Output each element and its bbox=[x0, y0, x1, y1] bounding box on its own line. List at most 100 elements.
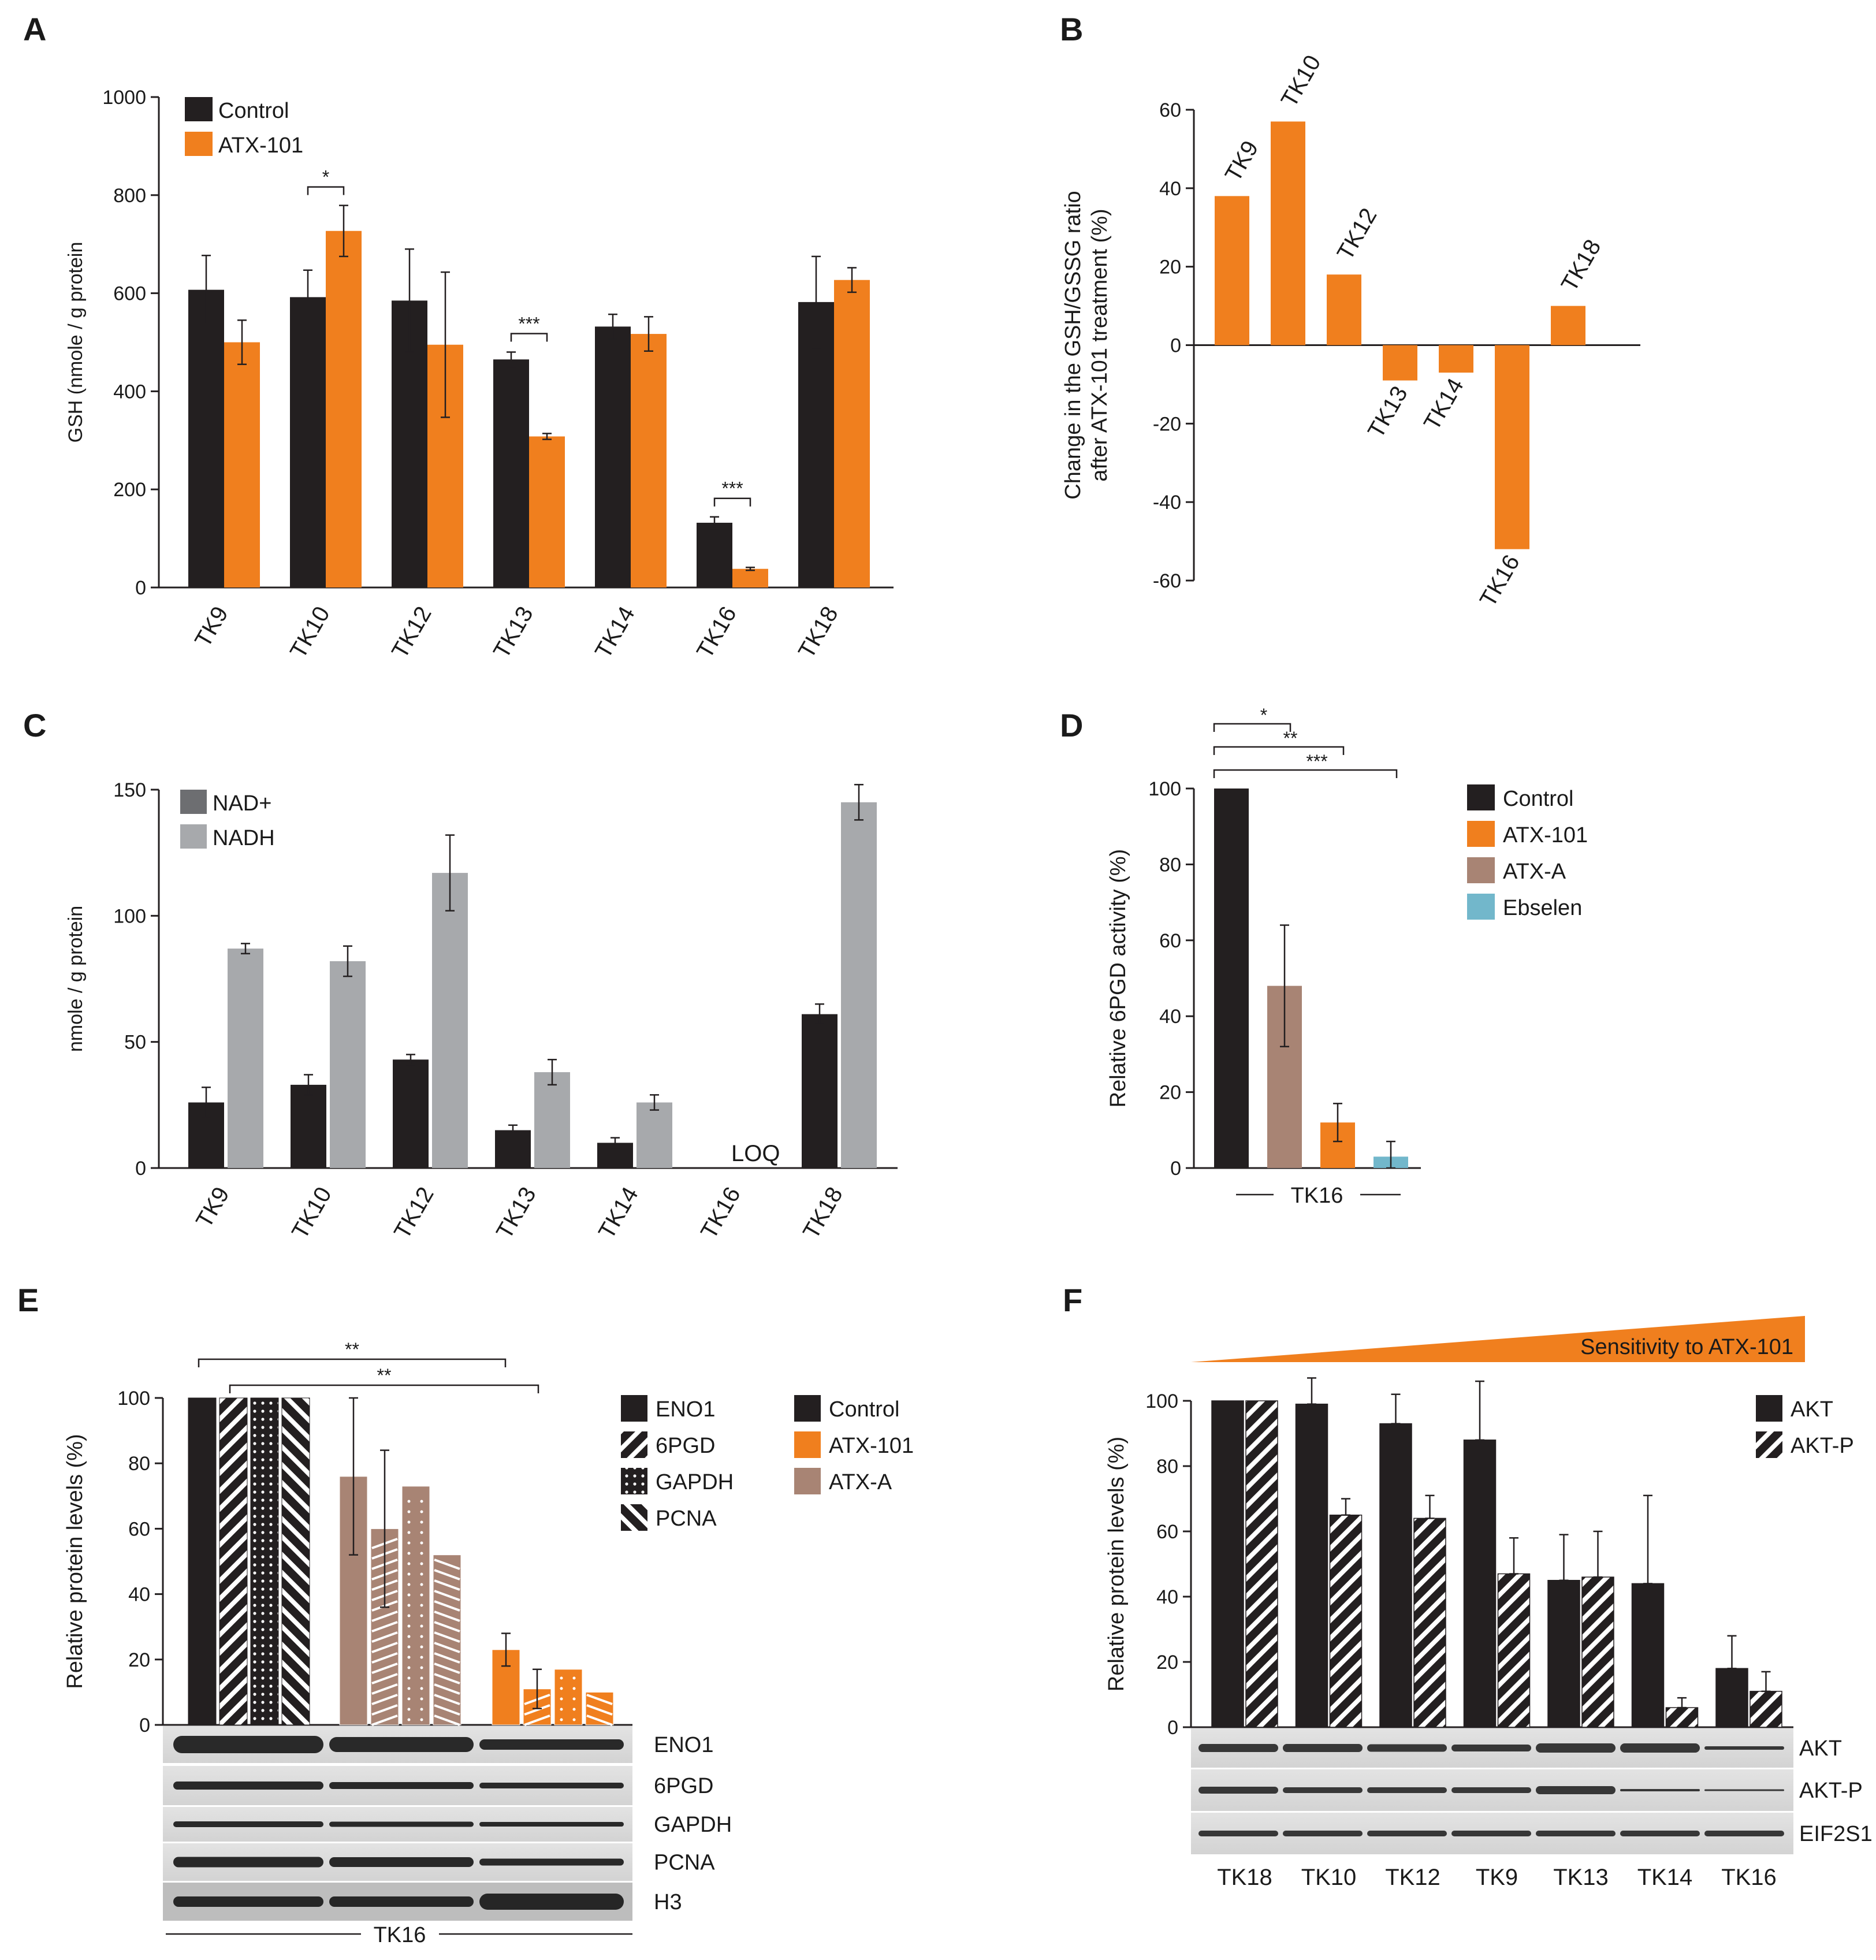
panel-letter-c: C bbox=[23, 707, 46, 743]
pattern-line bbox=[586, 1704, 613, 1716]
x-tick-label: TK18 bbox=[1217, 1865, 1272, 1890]
bar-control-tk14 bbox=[595, 326, 631, 587]
blot-band bbox=[1283, 1744, 1363, 1752]
bar-akt-p-tk12 bbox=[1413, 1518, 1446, 1728]
panel-b-ratio-chart: 60 40 20 0 -20 -40 -60 Change in the GSH/GSSG r… bbox=[1061, 51, 1640, 611]
pattern-dot bbox=[560, 1708, 563, 1711]
y-tick-label: 80 bbox=[128, 1453, 150, 1475]
y-tick-label: 20 bbox=[1156, 1652, 1178, 1673]
legend-label-atx-a: ATX-A bbox=[829, 1470, 892, 1494]
pattern-dot bbox=[420, 1510, 423, 1513]
pattern-line bbox=[371, 1652, 398, 1664]
panel-letter-d: D bbox=[1060, 707, 1083, 743]
blot-band bbox=[1620, 1743, 1700, 1753]
significance-label: *** bbox=[1306, 751, 1327, 772]
pattern-line bbox=[371, 1621, 398, 1632]
loq-annotation: LOQ bbox=[731, 1141, 780, 1166]
blot-band bbox=[1704, 1746, 1784, 1750]
bar-atx-101-tk14 bbox=[631, 334, 667, 587]
x-tick-label: TK10 bbox=[285, 602, 335, 663]
pattern-dot bbox=[407, 1624, 411, 1628]
significance-bracket bbox=[713, 497, 751, 507]
blot-band bbox=[1198, 1831, 1278, 1836]
legend-swatch-akt-p bbox=[1756, 1431, 1782, 1458]
blot-label-eno1: ENO1 bbox=[654, 1733, 713, 1757]
bar-akt-p-tk10 bbox=[1329, 1515, 1363, 1728]
bar-nadplus-tk18 bbox=[802, 1014, 838, 1168]
blot-band bbox=[1536, 1831, 1616, 1836]
blot-band bbox=[1198, 1744, 1278, 1752]
y-tick-label: 0 bbox=[139, 1714, 150, 1736]
pattern-line bbox=[371, 1611, 398, 1622]
pattern-line bbox=[371, 1704, 398, 1716]
y-tick-label: 60 bbox=[128, 1518, 150, 1540]
bar-control-gapdh bbox=[250, 1397, 279, 1725]
x-tick-label: TK16 bbox=[1721, 1865, 1777, 1890]
legend-swatch-atx-a bbox=[794, 1468, 821, 1494]
legend-label-atx-101: ATX-101 bbox=[829, 1434, 914, 1458]
legend-label-atx-101: ATX-101 bbox=[1503, 823, 1588, 847]
legend-label-6pgd: 6PGD bbox=[656, 1434, 715, 1458]
pattern-line bbox=[524, 1704, 550, 1716]
y-tick-label: 100 bbox=[113, 905, 146, 927]
pattern-dot bbox=[420, 1718, 423, 1721]
panel-letter-a: A bbox=[23, 11, 46, 47]
bar-control-tk10 bbox=[290, 297, 326, 587]
blot-band bbox=[1367, 1744, 1447, 1752]
pattern-dot bbox=[407, 1635, 411, 1638]
y-tick-label: 40 bbox=[128, 1584, 150, 1606]
bar-tk18 bbox=[1551, 306, 1585, 345]
x-tick-label: TK10 bbox=[287, 1183, 337, 1244]
pattern-dot bbox=[560, 1697, 563, 1701]
pattern-dot bbox=[420, 1624, 423, 1628]
pattern-line bbox=[434, 1600, 460, 1612]
blot-band bbox=[1620, 1831, 1700, 1836]
pattern-dot bbox=[407, 1676, 411, 1680]
blot-band bbox=[1536, 1743, 1616, 1753]
bar-akt-p-tk14 bbox=[1665, 1707, 1699, 1728]
pattern-dot bbox=[407, 1593, 411, 1597]
pattern-dot bbox=[420, 1562, 423, 1565]
significance-bracket bbox=[1213, 746, 1345, 755]
significance-label: ** bbox=[377, 1365, 392, 1386]
pattern-dot bbox=[560, 1676, 563, 1680]
significance-bracket bbox=[510, 333, 548, 342]
bar-tk12 bbox=[1327, 274, 1361, 345]
bar-control-tk13 bbox=[493, 359, 529, 587]
legend-label-ebselen: Ebselen bbox=[1503, 896, 1582, 920]
bar-control-tk18 bbox=[798, 302, 834, 587]
y-tick-label: 100 bbox=[1145, 1390, 1178, 1412]
x-tick-label: TK12 bbox=[387, 602, 437, 663]
pattern-line bbox=[434, 1642, 460, 1653]
pattern-line bbox=[524, 1714, 550, 1726]
blot-band bbox=[173, 1857, 323, 1868]
sensitivity-gradient-wedge bbox=[1191, 1316, 1805, 1362]
pattern-dot bbox=[407, 1541, 411, 1545]
y-tick-label: 40 bbox=[1159, 1006, 1181, 1028]
blot-band bbox=[1451, 1787, 1531, 1793]
y-tick-label: 0 bbox=[135, 1158, 146, 1180]
bar-nadplus-tk10 bbox=[291, 1084, 326, 1168]
sensitivity-label: Sensitivity to ATX-101 bbox=[1580, 1335, 1793, 1359]
blot-band bbox=[173, 1896, 323, 1907]
legend-swatch-1 bbox=[180, 824, 207, 849]
y-tick-label: 80 bbox=[1159, 854, 1181, 876]
pattern-dot bbox=[407, 1531, 411, 1534]
legend-swatch-0 bbox=[180, 790, 207, 814]
y-tick-label: 600 bbox=[113, 283, 146, 305]
x-tick-label: TK9 bbox=[190, 602, 233, 652]
pattern-dot bbox=[560, 1718, 563, 1721]
pattern-dot bbox=[420, 1604, 423, 1607]
bar-akt-tk14 bbox=[1631, 1583, 1665, 1728]
y-tick-label: 0 bbox=[135, 577, 146, 599]
bar-akt-p-tk9 bbox=[1497, 1573, 1531, 1728]
legend-swatch-control bbox=[1467, 784, 1495, 810]
y-tick-label: 200 bbox=[113, 479, 146, 501]
legend-label-gapdh: GAPDH bbox=[656, 1470, 734, 1494]
y-tick-label: 100 bbox=[1148, 778, 1181, 800]
blot-band bbox=[329, 1896, 474, 1907]
y-tick-label: -20 bbox=[1153, 413, 1181, 435]
y-axis-title: Relative 6PGD activity (%) bbox=[1106, 849, 1130, 1108]
bar-category-label: TK13 bbox=[1363, 382, 1413, 442]
